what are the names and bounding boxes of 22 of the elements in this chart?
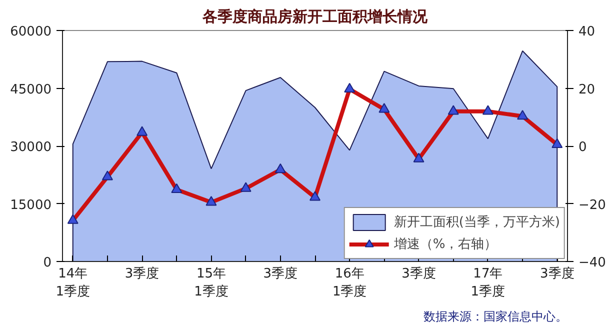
y2-tick-label: −40 <box>578 256 606 270</box>
y-tick-label: 0 <box>43 256 52 270</box>
y2-tick-label: 20 <box>578 82 596 98</box>
legend-label: 增速（%，右轴） <box>394 236 498 253</box>
y-tick-label: 15000 <box>10 198 52 213</box>
chart-title: 各季度商品房新开工面积增长情况 <box>202 8 428 26</box>
y2-tick-label: 40 <box>578 24 596 40</box>
x-tick-label: 3季度 <box>540 266 574 282</box>
x-tick-label: 3季度 <box>402 266 436 282</box>
x-tick-label: 15年 1季度 <box>194 266 228 300</box>
x-tick-label: 3季度 <box>124 266 160 282</box>
y-tick-label: 45000 <box>10 82 52 98</box>
y2-tick-label: −20 <box>578 198 606 213</box>
x-tick-label: 16年 1季度 <box>332 266 367 300</box>
x-tick-label: 3季度 <box>263 266 298 282</box>
y-tick-label: 60000 <box>10 24 52 40</box>
x-tick-label: 14年 1季度 <box>56 266 90 300</box>
y2-tick-label: 0 <box>578 140 587 155</box>
x-tick-label: 17年 1季度 <box>470 266 506 300</box>
source-note: 数据来源：国家信息中心。 <box>424 310 568 324</box>
y-tick-label: 30000 <box>10 140 52 155</box>
legend-label: 新开工面积(当季，万平方米) <box>394 214 560 231</box>
